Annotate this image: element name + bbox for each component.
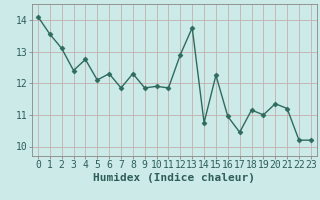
X-axis label: Humidex (Indice chaleur): Humidex (Indice chaleur) <box>93 173 255 183</box>
